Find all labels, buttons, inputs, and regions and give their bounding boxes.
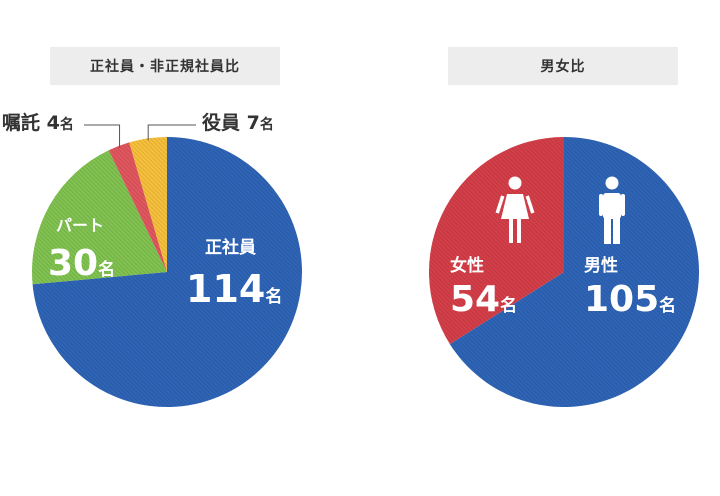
- slice-callout-yakuin: 役員 7名: [202, 112, 274, 134]
- callout-leaders: [84, 124, 196, 148]
- chart-title-gender: 男女比: [448, 47, 678, 85]
- slice-value-seishain: 114名: [186, 267, 283, 311]
- slice-label-part: パート: [56, 216, 105, 235]
- slice-label-seishain: 正社員: [205, 238, 256, 258]
- employment-slice-texture-0: [32, 137, 303, 407]
- slice-label-female: 女性: [450, 256, 484, 276]
- employment-slice-texture-2: [108, 142, 167, 272]
- slice-value-part: 30名: [48, 243, 116, 284]
- pie-gender: [429, 137, 699, 407]
- slice-value-male: 105名: [584, 279, 677, 320]
- male-icon: [599, 176, 625, 244]
- leader-line-shokutaku: [84, 124, 121, 148]
- gender-icons: [495, 176, 625, 244]
- employment-slice-texture-1: [31, 150, 167, 285]
- leader-line-yakuin: [147, 124, 196, 141]
- pie-employment: [31, 137, 303, 407]
- female-icon: [495, 176, 535, 243]
- slice-value-female: 54名: [450, 279, 518, 320]
- slice-label-male: 男性: [584, 256, 618, 276]
- gender-slice-texture-1: [429, 137, 564, 345]
- employment-slice-texture-3: [129, 137, 167, 272]
- chart-title-employment: 正社員・非正規社員比: [50, 47, 280, 85]
- gender-slice-texture-0: [449, 137, 699, 407]
- slice-callout-shokutaku: 嘱託 4名: [2, 112, 74, 134]
